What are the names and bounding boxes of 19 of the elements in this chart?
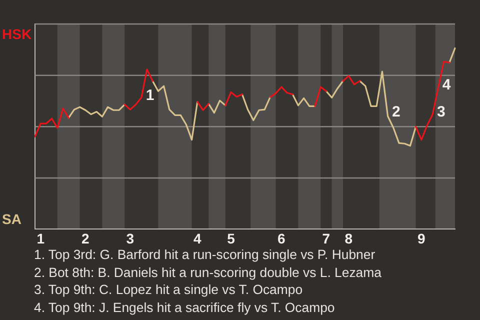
x-tick-label: 6: [278, 230, 286, 246]
annotation: 1: [146, 86, 154, 104]
x-tick-label: 1: [36, 230, 45, 246]
x-tick-label: 2: [82, 230, 90, 246]
x-tick-label: 8: [344, 230, 353, 246]
x-tick-label: 9: [418, 230, 426, 246]
text: HSK: [2, 26, 32, 42]
x-tick-label: 7: [322, 230, 330, 246]
text: 1. Top 3rd: G. Barford hit a run-scoring single vs P. Hubner: [34, 246, 376, 264]
x-tick-label: 3: [126, 230, 134, 246]
x-tick-label: 5: [227, 230, 236, 246]
text: 3. Top 9th: C. Lopez hit a single vs T. Ocampo: [34, 281, 304, 300]
annotation: 3: [436, 103, 446, 120]
text: SA: [2, 211, 22, 227]
text: 4. Top 9th: J. Engels hit a sacrifice fly vs T. Ocampo: [34, 299, 336, 317]
annotation: 2: [392, 103, 400, 120]
text: 2. Bot 8th: B. Daniels hit a run-scoring double vs L. Lezama: [34, 264, 382, 282]
annotation: 4: [442, 76, 452, 94]
x-tick-label: 4: [194, 230, 202, 246]
